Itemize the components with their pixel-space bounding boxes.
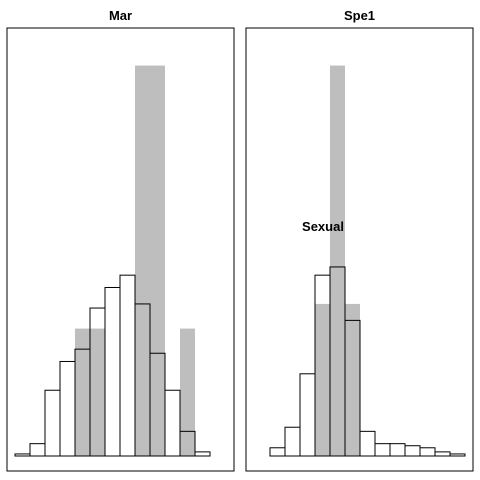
outline-bar-6 — [359, 430, 376, 457]
gray-bars — [315, 65, 360, 457]
outline-bar-11 — [179, 430, 196, 457]
outline-bar-12 — [194, 451, 211, 457]
gray-bar-2 — [345, 303, 360, 456]
outline-bar-0 — [14, 453, 31, 457]
outline-bar-10 — [164, 389, 181, 457]
outline-bar-12 — [449, 453, 466, 457]
outline-bar-10 — [419, 447, 436, 457]
gray-bar-2 — [180, 328, 195, 456]
outline-bar-11 — [434, 451, 451, 457]
outline-bar-6 — [104, 286, 121, 457]
panel-frame — [6, 27, 235, 472]
outline-bar-7 — [374, 443, 391, 457]
outline-bars — [269, 266, 466, 457]
outline-bars — [14, 274, 211, 457]
panel-title: Mar — [109, 8, 132, 23]
outline-bar-9 — [404, 445, 421, 457]
gray-bar-1 — [330, 65, 345, 457]
outline-bar-0 — [269, 447, 286, 457]
outline-bar-1 — [284, 426, 301, 457]
panel-frame — [245, 27, 474, 472]
panel-spe1: Spe1 Sexual — [245, 8, 474, 472]
outline-bar-8 — [389, 443, 406, 457]
gray-bar-0 — [315, 303, 330, 456]
panel-annotation: Sexual — [302, 219, 344, 234]
outline-bar-2 — [44, 389, 61, 457]
panel-title: Spe1 — [344, 8, 375, 23]
outline-bar-1 — [29, 443, 46, 457]
outline-bar-3 — [59, 360, 76, 457]
outline-bar-5 — [344, 319, 361, 457]
panel-mar: Mar — [6, 8, 235, 472]
outline-bar-7 — [119, 274, 136, 457]
outline-bar-2 — [299, 373, 316, 457]
